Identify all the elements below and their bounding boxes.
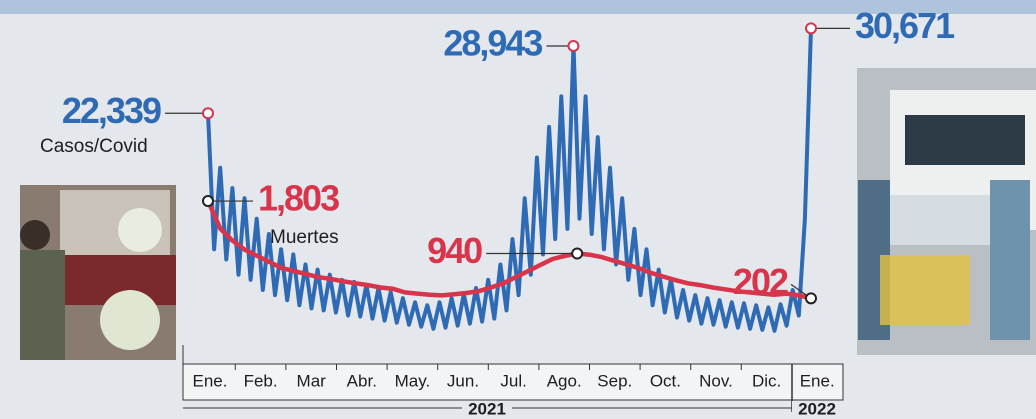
photo-right [857, 68, 1036, 355]
x-tick-label: Jun. [447, 371, 479, 390]
x-tick-label: Nov. [699, 371, 733, 390]
x-tick-label: Sep. [597, 371, 632, 390]
value-label: 202 [733, 261, 788, 302]
series-name: Casos/Covid [40, 136, 148, 157]
x-tick-label: Jul. [500, 371, 526, 390]
point-marker [203, 108, 213, 118]
x-tick-label: Feb. [244, 371, 278, 390]
value-label: 30,671 [855, 5, 955, 46]
x-tick-label: Abr. [347, 371, 377, 390]
x-tick-label: Mar [297, 371, 327, 390]
point-marker [806, 293, 816, 303]
x-tick-label: Ene. [800, 371, 835, 390]
x-tick-label: May. [395, 371, 431, 390]
series-name: Muertes [270, 227, 339, 248]
year-label: 2021 [468, 399, 506, 418]
value-label: 940 [427, 230, 482, 271]
value-label: 28,943 [443, 22, 542, 63]
chart: Ene. Feb. Mar Abr. May. Jun. Jul. Ago. Sep. Oct. N… [0, 0, 1036, 419]
x-tick-label: Ago. [547, 371, 582, 390]
point-marker [806, 23, 816, 33]
point-marker [203, 196, 213, 206]
value-label: 1,803 [258, 178, 339, 219]
x-tick-label: Oct. [650, 371, 681, 390]
x-tick-label: Dic. [752, 371, 781, 390]
value-label: 22,339 [62, 90, 161, 131]
year-label: 2022 [798, 399, 836, 418]
photo-left [20, 185, 176, 360]
point-marker [568, 41, 578, 51]
point-marker [572, 248, 582, 258]
x-tick-label: Ene. [193, 371, 228, 390]
